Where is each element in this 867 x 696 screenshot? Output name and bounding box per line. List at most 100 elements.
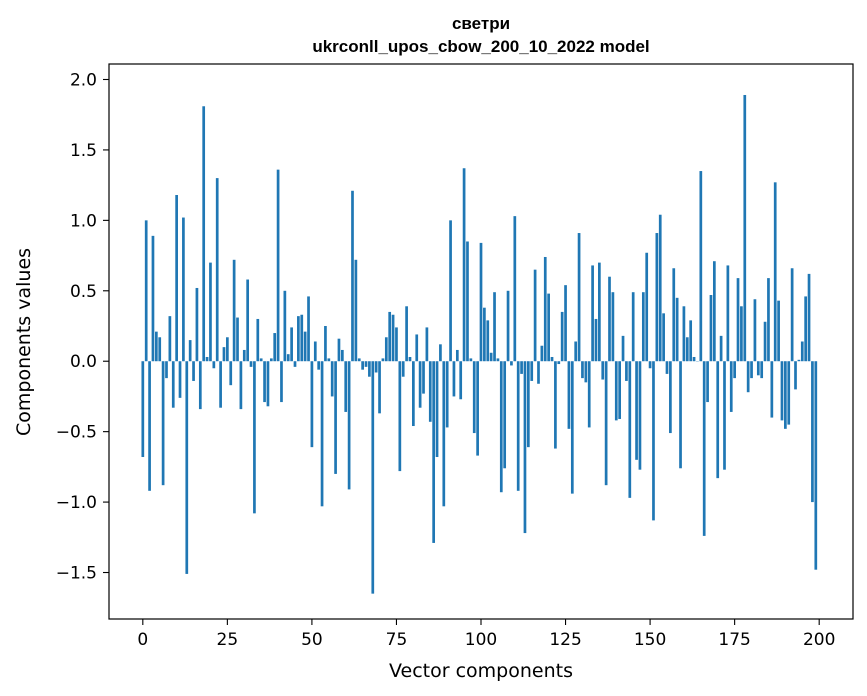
bar — [506, 290, 510, 362]
bar — [753, 299, 757, 362]
bar — [459, 361, 463, 400]
bar — [239, 361, 243, 410]
y-tick-label: 2.0 — [70, 70, 97, 90]
bar — [229, 361, 233, 386]
bar — [530, 361, 534, 381]
bar — [469, 358, 473, 362]
bar — [719, 335, 723, 362]
bar — [259, 358, 263, 362]
bar — [496, 358, 500, 362]
chart-subtitle: ukrconll_upos_cbow_200_10_2022 model — [312, 37, 649, 56]
x-axis-label: Vector components — [389, 660, 573, 682]
bar — [455, 349, 459, 362]
bar — [756, 361, 760, 376]
bar — [746, 361, 750, 393]
bar — [276, 169, 280, 362]
x-tick-label: 0 — [137, 630, 148, 650]
bar — [395, 327, 398, 362]
bar — [750, 361, 753, 379]
bar — [594, 318, 598, 362]
bar — [570, 361, 574, 494]
bar — [205, 356, 209, 362]
bar — [344, 361, 348, 412]
bar — [452, 361, 456, 397]
bar — [175, 195, 178, 362]
bar — [313, 341, 317, 362]
bar — [466, 241, 469, 362]
bar — [182, 217, 185, 362]
bar — [151, 235, 155, 362]
bar — [679, 361, 682, 469]
bar — [787, 361, 791, 425]
bar — [324, 326, 327, 362]
bar — [384, 337, 388, 362]
bar — [462, 168, 466, 362]
bar — [405, 306, 408, 362]
bar — [547, 293, 550, 362]
bar — [743, 94, 747, 362]
bar — [371, 361, 375, 594]
plot-frame — [108, 63, 854, 620]
bar — [195, 287, 199, 362]
bar — [144, 220, 148, 362]
bar — [242, 349, 246, 362]
y-tick-label: −0.5 — [56, 423, 97, 443]
bar — [432, 361, 436, 543]
bar — [763, 321, 767, 362]
bar — [337, 338, 341, 362]
bar — [733, 361, 736, 379]
bar — [428, 361, 432, 422]
bar — [645, 252, 649, 362]
bar — [716, 361, 720, 479]
bar — [692, 356, 696, 362]
bar — [736, 278, 740, 362]
bar — [800, 341, 804, 362]
bar — [712, 261, 716, 362]
bar — [560, 311, 564, 362]
bar — [439, 344, 442, 362]
bar — [780, 361, 784, 421]
bar — [682, 306, 686, 362]
bar — [154, 331, 158, 362]
bar — [554, 361, 557, 449]
bar — [493, 292, 496, 362]
bar — [418, 361, 422, 408]
bar — [364, 361, 368, 367]
bar — [577, 233, 581, 362]
bar — [587, 361, 591, 428]
y-axis-ticks: −1.5 −1.0 −0.5 0.0 0.5 1.0 1.5 2.0 — [56, 70, 109, 584]
bar — [293, 361, 297, 367]
bar — [361, 361, 364, 370]
bar — [543, 256, 547, 362]
bar — [442, 361, 446, 507]
y-tick-label: −1.5 — [56, 564, 97, 584]
bar — [148, 361, 151, 491]
bar — [307, 296, 310, 362]
bar — [269, 358, 273, 362]
bar — [814, 361, 818, 570]
bar — [340, 349, 344, 362]
bar — [297, 316, 300, 362]
bar — [584, 361, 588, 383]
bar — [317, 361, 321, 370]
bar — [797, 359, 801, 362]
bar — [618, 361, 622, 419]
x-tick-label: 75 — [386, 630, 408, 650]
bar — [178, 361, 182, 398]
bar — [608, 276, 611, 362]
bar — [516, 361, 520, 491]
x-tick-label: 125 — [549, 630, 581, 650]
bar — [669, 361, 672, 434]
bar — [300, 314, 304, 362]
bar — [503, 361, 507, 469]
bar — [368, 361, 371, 377]
bar — [523, 361, 527, 534]
bar — [425, 327, 429, 362]
bar — [489, 352, 493, 362]
bar — [202, 106, 206, 362]
bar — [672, 268, 676, 362]
x-axis-ticks: 0 25 50 75 100 125 150 175 200 — [137, 619, 835, 650]
bar — [283, 290, 287, 362]
bar — [198, 361, 202, 410]
